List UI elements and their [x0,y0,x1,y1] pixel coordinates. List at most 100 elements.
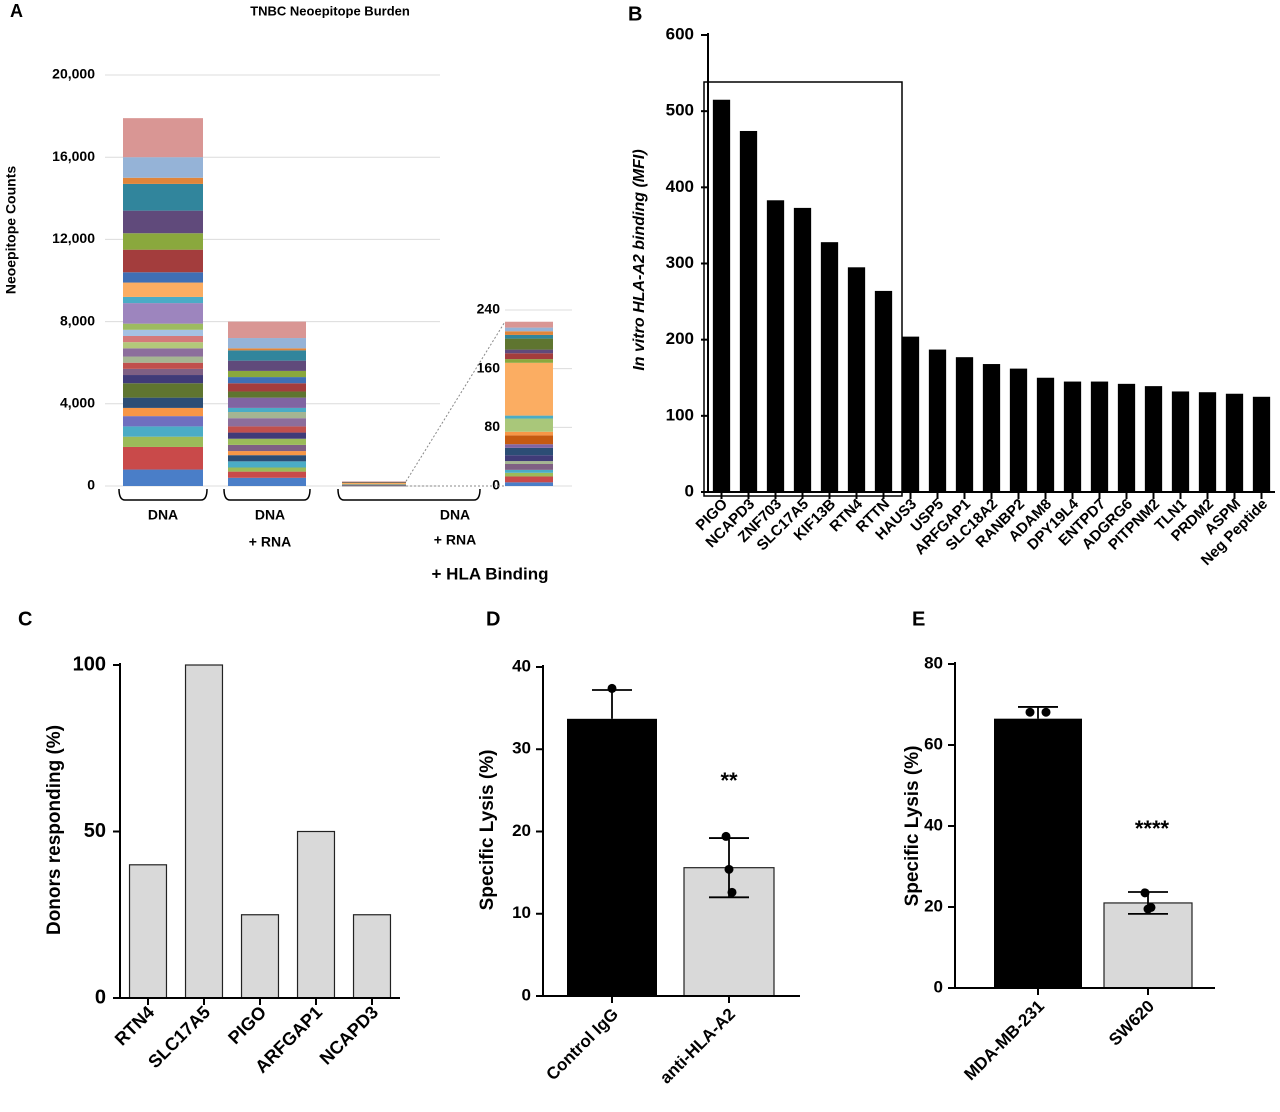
inset-segment [505,447,553,456]
panel-label: D [486,608,500,630]
bar [901,336,920,492]
y-tick-label: 12,000 [52,230,95,246]
y-tick-label: 80 [924,653,943,672]
y-tick-label: 16,000 [52,148,95,164]
x-tick-label: + RNA [434,532,476,548]
inset-segment [505,338,553,350]
bar [712,99,731,492]
bar [296,830,336,999]
chart-title: TNBC Neoepitope Burden [250,3,410,18]
bar [352,914,392,999]
bar-segment [123,183,203,211]
x-tick-label: SW620 [1105,997,1158,1050]
y-tick-label: 20 [512,821,531,840]
inset-segment [505,321,553,328]
bar [1009,368,1028,492]
bar-segment [228,412,306,419]
bar-segment [228,348,306,351]
bar [766,200,785,492]
bar-segment [228,471,306,478]
bar-segment [123,272,203,283]
y-tick-label: 100 [666,405,694,424]
bar [874,290,893,492]
bar [739,130,758,492]
bar-segment [123,249,203,273]
bar-segment [123,348,203,357]
panel-label: E [912,608,925,630]
bar [1171,391,1190,492]
inset-segment [505,349,553,354]
y-tick-label: 8,000 [60,312,95,328]
y-axis-label: Specific Lysis (%) [477,750,498,911]
bar [1252,396,1271,492]
y-tick-label: 600 [666,24,694,43]
bar-segment [123,329,203,336]
bar [928,349,947,492]
x-tick-label: SLC17A5 [144,1002,214,1072]
bar [1036,377,1055,492]
inset-segment [505,464,553,470]
bracket [337,488,481,501]
data-point [721,831,731,841]
bar [240,914,280,999]
inset-segment [505,415,553,419]
bar-segment [123,296,203,304]
inset-segment [505,461,553,464]
inset-segment [505,469,553,473]
y-tick-label: 4,000 [60,395,95,411]
bar-segment [228,444,306,452]
inset-tick-label: 80 [484,418,500,434]
x-tick-label: DNA [440,507,470,523]
inset-tick-label: 160 [477,359,501,375]
bar-segment [342,484,406,485]
inset-segment [505,331,553,335]
bar-segment [123,282,203,297]
x-tick-label: NCAPD3 [316,1002,382,1068]
y-tick-label: 400 [666,177,694,196]
bar-segment [123,356,203,363]
bar [1090,381,1109,492]
inset-segment [505,362,553,416]
data-point [607,683,617,693]
bar [1225,393,1244,492]
data-point [724,864,734,874]
y-axis-label: Donors responding (%) [44,725,65,935]
y-axis-label: Specific Lysis (%) [902,746,923,907]
x-tick-label: DNA [255,507,285,523]
y-axis-label: In vitro HLA-A2 binding (MFI) [631,149,648,370]
bar-segment [228,397,306,408]
panel-label: C [18,608,32,630]
y-tick-label: 40 [924,815,943,834]
bar-segment [228,477,306,486]
bar-segment [123,416,203,427]
inset-segment [505,353,553,360]
bar-segment [228,467,306,472]
y-tick-label: 50 [84,820,106,842]
inset-segment [505,435,553,445]
inset-segment [505,359,553,363]
bar-segment [123,335,203,343]
inset-segment [505,444,553,448]
data-point [1025,707,1035,717]
bar [1103,902,1193,989]
y-tick-label: 0 [685,481,694,500]
bar-segment [228,321,306,339]
bar-segment [123,426,203,437]
inset-tick-label: 0 [492,477,500,493]
data-point [1146,902,1156,912]
bar-segment [123,342,203,349]
data-point [1140,888,1150,898]
y-tick-label: 20 [924,896,943,915]
bar-segment [123,436,203,447]
bar-segment [123,362,203,369]
bar-segment [123,397,203,408]
inset-segment [505,327,553,332]
bar [820,242,839,492]
x-tick-label: MDA-MB-231 [960,997,1048,1085]
bar [955,357,974,492]
bar-segment [123,177,203,184]
data-point [1041,707,1051,717]
y-axis-label: Neoepitope Counts [3,166,19,295]
